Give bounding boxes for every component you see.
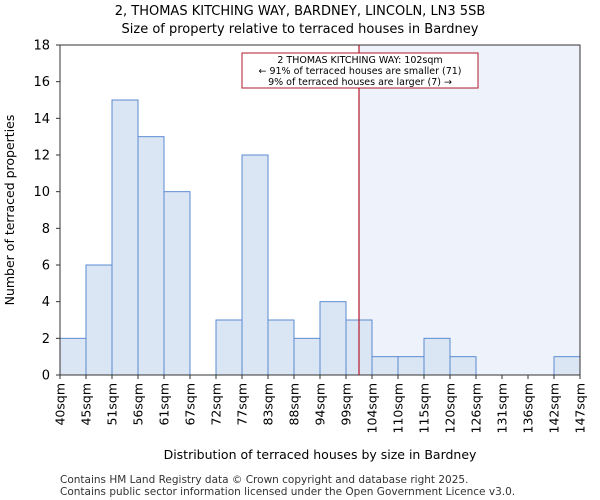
highlight-region bbox=[359, 45, 580, 375]
x-tick-label: 94sqm bbox=[313, 383, 328, 426]
bar-120sqm bbox=[449, 356, 477, 376]
x-tick-label: 61sqm bbox=[157, 383, 172, 426]
x-tick-label: 99sqm bbox=[339, 383, 354, 426]
annotation-line-2: ← 91% of terraced houses are smaller (71… bbox=[258, 66, 461, 77]
bar-51sqm bbox=[111, 99, 139, 376]
x-tick-label: 136sqm bbox=[521, 383, 536, 433]
bar-45sqm bbox=[85, 264, 113, 376]
bar-56sqm bbox=[137, 136, 165, 376]
chart-title: 2, THOMAS KITCHING WAY, BARDNEY, LINCOLN… bbox=[114, 4, 486, 19]
y-tick-label: 2 bbox=[42, 332, 50, 347]
y-tick-label: 18 bbox=[33, 39, 50, 54]
y-tick-label: 16 bbox=[33, 75, 50, 90]
x-tick-label: 142sqm bbox=[547, 383, 562, 433]
x-tick-label: 77sqm bbox=[235, 383, 250, 426]
y-tick-label: 4 bbox=[42, 295, 50, 310]
chart-subtitle: Size of property relative to terraced ho… bbox=[121, 22, 479, 37]
bar-40sqm bbox=[59, 337, 87, 376]
x-axis-label: Distribution of terraced houses by size … bbox=[164, 447, 477, 462]
bar-72sqm bbox=[215, 319, 243, 376]
x-tick-label: 51sqm bbox=[105, 383, 120, 426]
x-tick-label: 104sqm bbox=[365, 383, 380, 433]
bar-83sqm bbox=[267, 319, 295, 376]
bar-115sqm bbox=[423, 337, 451, 376]
x-tick-label: 110sqm bbox=[391, 383, 406, 433]
bar-77sqm bbox=[241, 154, 269, 376]
bar-88sqm bbox=[293, 337, 321, 376]
bar-110sqm bbox=[397, 356, 425, 376]
y-tick-label: 6 bbox=[42, 259, 50, 274]
bar-142sqm bbox=[553, 356, 581, 376]
x-tick-label: 126sqm bbox=[469, 383, 484, 433]
x-tick-label: 115sqm bbox=[417, 383, 432, 433]
annotation-line-1: 2 THOMAS KITCHING WAY: 102sqm bbox=[277, 55, 442, 66]
x-tick-label: 45sqm bbox=[79, 383, 94, 426]
x-tick-label: 72sqm bbox=[209, 383, 224, 426]
x-tick-label: 40sqm bbox=[53, 383, 68, 426]
y-tick-label: 8 bbox=[42, 222, 50, 237]
y-tick-label: 12 bbox=[33, 149, 50, 164]
footer-line-1: Contains HM Land Registry data © Crown c… bbox=[60, 474, 469, 486]
annotation-line-3: 9% of terraced houses are larger (7) → bbox=[268, 77, 452, 88]
y-tick-label: 10 bbox=[33, 185, 50, 200]
x-tick-label: 147sqm bbox=[573, 383, 588, 433]
bar-94sqm bbox=[319, 301, 347, 376]
y-tick-label: 0 bbox=[42, 369, 50, 384]
x-tick-label: 120sqm bbox=[443, 383, 458, 433]
x-tick-label: 83sqm bbox=[261, 383, 276, 426]
footer-line-2: Contains public sector information licen… bbox=[60, 486, 516, 498]
y-axis-label: Number of terraced properties bbox=[2, 115, 17, 306]
x-tick-label: 88sqm bbox=[287, 383, 302, 426]
bar-61sqm bbox=[163, 191, 191, 376]
bar-104sqm bbox=[371, 356, 399, 376]
x-tick-label: 131sqm bbox=[495, 383, 510, 433]
annotation-box bbox=[241, 52, 479, 89]
x-tick-label: 56sqm bbox=[131, 383, 146, 426]
y-tick-label: 14 bbox=[33, 112, 50, 127]
x-tick-label: 67sqm bbox=[183, 383, 198, 426]
